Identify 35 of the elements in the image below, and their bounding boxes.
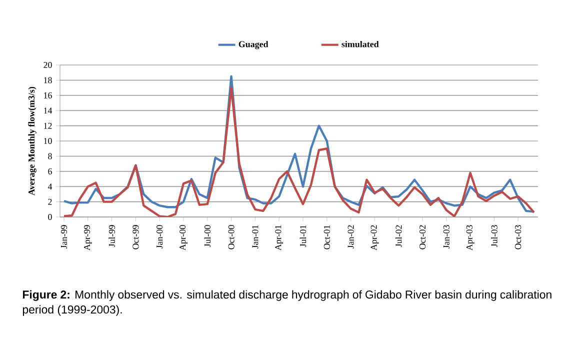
x-tick-label: Oct-01 (324, 225, 330, 250)
x-tick-label: Jan-03 (443, 225, 450, 248)
x-tick-label: Jan-01 (252, 225, 258, 248)
y-tick-label: 18 (44, 77, 52, 84)
x-tick-label: Jul-00 (204, 225, 211, 247)
x-tick-label: Apr-02 (370, 225, 379, 250)
x-tick-label: Jul-03 (491, 225, 498, 247)
y-tick-label: 6 (48, 168, 52, 174)
y-tick-label: 8 (48, 153, 52, 160)
y-tick-label: 16 (44, 92, 52, 98)
x-tick-label: Oct-99 (132, 225, 139, 250)
x-tick-label: Jul-99 (108, 225, 115, 247)
y-tick-label: 14 (44, 108, 52, 114)
y-tick-label: 4 (48, 184, 52, 190)
y-tick-label: 12 (44, 122, 52, 129)
x-tick-label: Apr-03 (466, 225, 474, 250)
text: Figure 2: Monthly observed vs. simulated discharge hydrograph of Gidabo River basin during calibration period (1999-2003). (22, 290, 552, 316)
y-tick-label: 2 (48, 198, 52, 205)
x-tick-label: Jan-00 (156, 225, 163, 248)
x-tick-label: Oct-03 (515, 225, 522, 250)
x-tick-label: Apr-00 (180, 225, 188, 250)
x-tick-label: Apr-01 (275, 225, 284, 250)
x-tick-label: Jan-02 (348, 225, 354, 248)
y-tick-label: 0 (48, 214, 52, 220)
x-tick-label: Oct-02 (419, 225, 426, 250)
x-tick-label: Apr-99 (84, 225, 92, 250)
x-tick-label: Jul-01 (300, 225, 306, 247)
y-axis-title: Average Monthly flow(m3/s) (28, 86, 36, 196)
x-tick-label: Oct-00 (228, 225, 234, 250)
legend-label: simulated (342, 40, 379, 48)
y-tick-label: 10 (44, 138, 52, 144)
legend-label: Guaged (238, 40, 268, 50)
x-tick-label: Jul-02 (395, 225, 402, 247)
x-tick-label: Jan-99 (60, 225, 68, 248)
y-tick-label: 20 (44, 62, 52, 68)
